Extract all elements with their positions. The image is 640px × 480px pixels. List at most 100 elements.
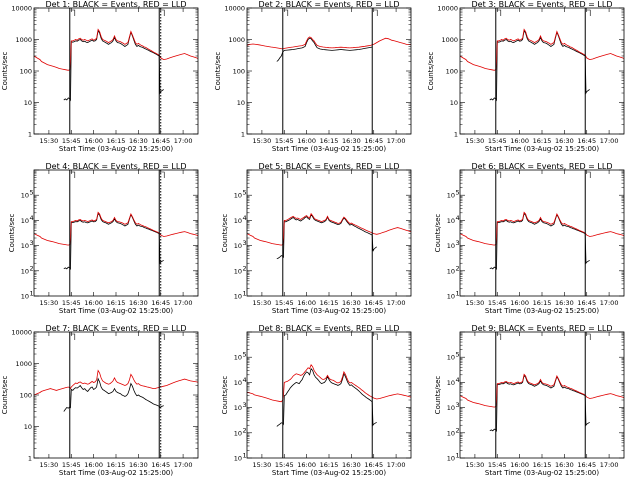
y-tick-label-exponent: 2 [243,264,247,272]
y-tick-label-base: 10 [447,404,455,412]
panel-title: Det 8: BLACK = Events, RED = LLD [259,324,400,333]
y-tick-label: 100 [20,68,32,76]
x-axis-label: Start Time (03-Aug-02 15:25:00) [485,145,599,153]
y-tick-label-base: 10 [234,455,242,463]
y-axis-label: Counts/sec [221,376,229,415]
events-series-line [63,29,164,102]
panel-det-4: Det 4: BLACK = Events, RED = LLD 15:30 15:… [8,162,199,315]
y-tick-label-base: 10 [21,192,29,200]
time-marker-flag [70,333,76,340]
panel-det-5: Det 5: BLACK = Events, RED = LLD 15:30 15:… [221,162,412,315]
x-tick-label: 15:45 [62,461,81,469]
x-tick-label: 16:45 [151,137,170,145]
events-series-line [63,377,164,412]
y-axis-label: Counts/sec [221,214,229,253]
x-tick-label: 15:30 [253,137,272,145]
y-tick-label-exponent: 1 [456,452,460,460]
panel-title: Det 1: BLACK = Events, RED = LLD [46,0,187,9]
y-axis-label: Counts/sec [427,52,435,91]
y-tick-label-exponent: 4 [243,214,247,222]
time-marker-flag [496,9,502,16]
plot-frame [33,7,199,135]
lld-series-line [247,36,411,50]
x-tick-label: 15:45 [488,299,507,307]
plot-frame [459,169,625,297]
plot-frame [246,7,412,135]
x-tick-label: 15:30 [466,299,485,307]
x-tick-label: 17:00 [174,461,193,469]
time-marker-flag [283,171,289,178]
time-marker-flag [496,171,502,178]
y-tick-label-exponent: 3 [456,401,460,409]
y-tick-label: 10 [24,99,32,107]
y-tick-label-base: 10 [234,429,242,437]
y-tick-label: 10000 [11,5,32,13]
x-tick-label: 15:45 [62,137,81,145]
y-axis-label: Counts/sec [434,376,442,415]
y-tick-label-base: 10 [234,404,242,412]
y-axis-label: Counts/sec [8,214,16,253]
time-marker-flag [160,333,165,340]
x-tick-label: 16:00 [297,461,316,469]
y-tick-label-base: 10 [234,242,242,250]
y-tick-label-base: 10 [234,379,242,387]
x-tick-label: 16:45 [577,137,596,145]
x-axis-label: Start Time (03-Aug-02 15:25:00) [485,469,599,477]
x-axis-label: Start Time (03-Aug-02 15:25:00) [59,145,173,153]
y-tick-label: 100 [20,392,32,400]
time-marker-flag [373,9,378,16]
y-tick-label: 10000 [224,5,245,13]
y-tick-label-exponent: 2 [30,264,34,272]
y-tick-label: 10 [237,99,245,107]
y-tick-label-exponent: 4 [30,214,34,222]
x-axis-label: Start Time (03-Aug-02 15:25:00) [485,307,599,315]
lld-series-line [460,211,624,246]
x-tick-label: 16:45 [577,461,596,469]
x-tick-label: 16:45 [151,299,170,307]
x-tick-label: 16:45 [364,299,383,307]
y-tick-label-exponent: 3 [243,239,247,247]
plot-frame [246,331,412,459]
x-tick-label: 16:30 [342,461,361,469]
y-tick-label-base: 10 [234,267,242,275]
x-tick-label: 17:00 [387,299,406,307]
time-marker-flag [160,9,165,16]
y-tick-label-base: 10 [447,192,455,200]
x-tick-label: 15:30 [466,461,485,469]
x-axis-label: Start Time (03-Aug-02 15:25:00) [272,469,386,477]
x-tick-label: 16:00 [84,461,103,469]
time-marker-flag [70,171,76,178]
y-tick-label: 1 [454,131,458,139]
y-tick-label-exponent: 3 [30,239,34,247]
y-tick-label-exponent: 1 [30,290,34,298]
y-tick-label: 1 [28,131,32,139]
y-tick-label: 100 [446,68,458,76]
y-tick-label-exponent: 4 [456,376,460,384]
panel-det-1: Det 1: BLACK = Events, RED = LLD 15:30 15:… [1,0,199,153]
time-marker-flag [160,171,165,178]
x-tick-label: 15:30 [466,137,485,145]
x-tick-label: 16:30 [342,137,361,145]
plot-frame [33,169,199,297]
y-tick-label-base: 10 [447,379,455,387]
y-tick-label-base: 10 [447,217,455,225]
y-tick-label: 1 [241,131,245,139]
lld-series-line [460,373,624,408]
y-axis-label: Counts/sec [214,52,222,91]
y-tick-label-exponent: 3 [456,239,460,247]
y-tick-label: 10000 [437,5,458,13]
y-tick-label-exponent: 1 [243,452,247,460]
y-tick-label: 100 [233,68,245,76]
panel-title: Det 4: BLACK = Events, RED = LLD [46,162,187,171]
panel-det-2: Det 2: BLACK = Events, RED = LLD 15:30 15:… [214,0,412,153]
x-tick-label: 15:30 [253,461,272,469]
x-tick-label: 17:00 [600,137,619,145]
y-tick-label-exponent: 2 [243,426,247,434]
panel-det-9: Det 9: BLACK = Events, RED = LLD 15:30 15:… [434,324,625,477]
x-tick-label: 15:30 [40,461,59,469]
time-marker-flag [283,333,289,340]
x-tick-label: 16:00 [84,137,103,145]
y-tick-label-base: 10 [21,293,29,301]
x-axis-label: Start Time (03-Aug-02 15:25:00) [272,145,386,153]
lld-series-line [247,212,411,246]
